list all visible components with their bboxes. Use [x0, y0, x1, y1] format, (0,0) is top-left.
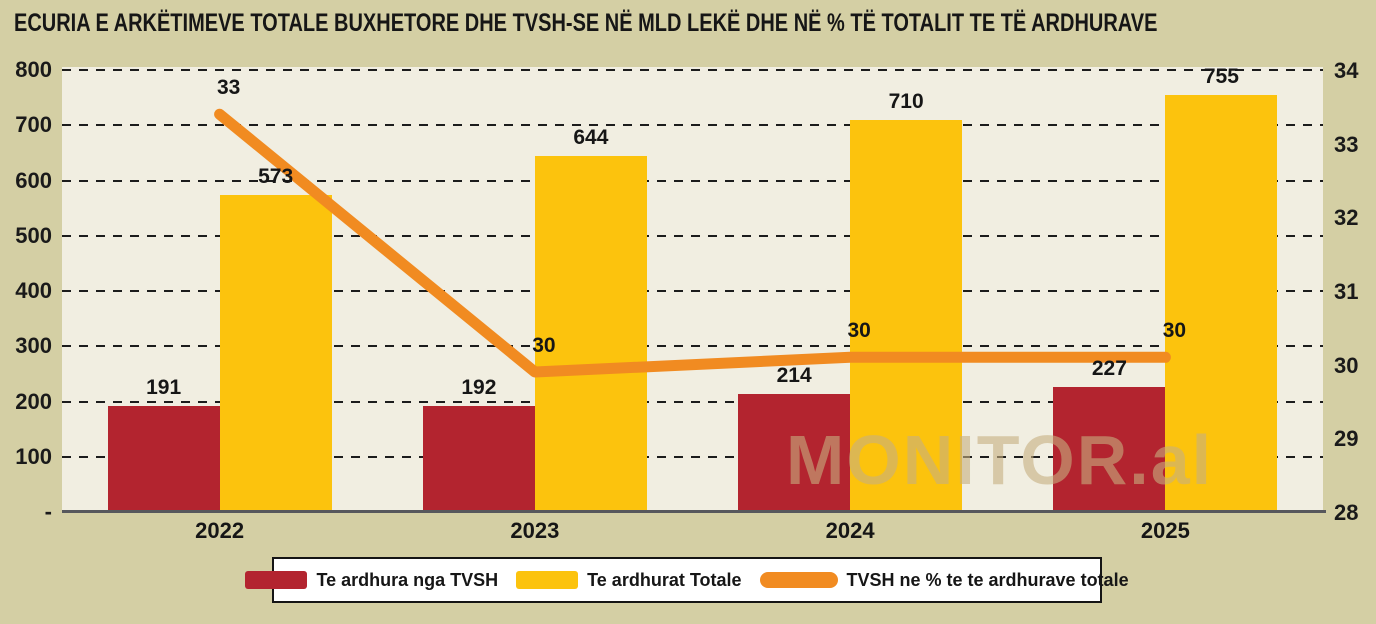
y-axis-right-tick: 33 — [1334, 131, 1359, 157]
bar-value-label: 191 — [146, 376, 182, 400]
legend-item: Te ardhura nga TVSH — [245, 570, 498, 591]
gridline — [62, 400, 1323, 403]
total-bar — [219, 195, 332, 512]
watermark: MONITOR.al — [786, 421, 1214, 499]
y-axis-left-tick: 700 — [15, 112, 52, 138]
bar-value-label: 755 — [1203, 64, 1239, 88]
gridline — [62, 69, 1323, 71]
legend-label: TVSH ne % te te ardhurave totale — [846, 569, 1129, 590]
y-axis-left-tick: 500 — [15, 222, 52, 248]
bar-value-label: 214 — [776, 363, 812, 387]
legend-label: Te ardhurat Totale — [587, 569, 742, 590]
bar-value-label: 192 — [461, 375, 497, 399]
y-axis-right-tick: 29 — [1334, 426, 1359, 452]
x-axis-year-label: 2022 — [195, 518, 245, 543]
chart-title: ECURIA E ARKËTIMEVE TOTALE BUXHETORE DHE… — [14, 9, 1158, 37]
y-axis-right-tick: 30 — [1334, 352, 1359, 378]
y-axis-right-tick: 31 — [1334, 279, 1359, 304]
tvsh-bar — [1053, 386, 1166, 512]
legend: Te ardhura nga TVSH Te ardhurat Totale TVS… — [245, 557, 1129, 603]
y-axis-left-tick: 400 — [15, 278, 52, 303]
y-axis-right-tick: 32 — [1334, 205, 1359, 231]
x-axis-year-label: 2025 — [1140, 518, 1190, 543]
y-axis-left-tick: 300 — [15, 333, 52, 359]
line-value-label: 30 — [532, 334, 556, 358]
legend-item: Te ardhurat Totale — [516, 569, 742, 591]
bar-value-label: 573 — [258, 165, 294, 189]
bar-value-label: 710 — [888, 89, 924, 113]
line-value-label: 30 — [1162, 319, 1187, 343]
y-axis-right-tick: 28 — [1334, 500, 1359, 525]
y-axis-left-tick: - — [44, 499, 52, 524]
y-axis-right-tick: 34 — [1334, 58, 1359, 83]
tvsh-bar — [107, 406, 220, 512]
y-axis-left-tick: 800 — [15, 57, 52, 82]
legend-swatch-bar — [245, 571, 308, 589]
line-value-label: 30 — [847, 319, 871, 343]
tvsh-bar — [422, 405, 535, 512]
y-axis-left-tick: 200 — [15, 388, 52, 414]
gridline — [62, 124, 1323, 127]
gridline — [62, 455, 1323, 458]
tvsh-bar — [738, 393, 851, 512]
legend-swatch-line — [759, 572, 838, 588]
bar-value-label: 227 — [1091, 356, 1127, 380]
legend-label: Te ardhura nga TVSH — [316, 569, 499, 590]
y-axis-left-tick: 100 — [15, 443, 52, 469]
total-bar — [1165, 94, 1278, 512]
legend-item: TVSH ne % te te ardhurave totale — [759, 569, 1129, 591]
x-axis-year-label: 2023 — [510, 518, 560, 543]
x-axis-line — [62, 510, 1326, 513]
y-axis-left-tick: 600 — [15, 167, 52, 193]
line-value-label: 33 — [216, 76, 241, 100]
legend-swatch-bar — [516, 571, 579, 589]
bar-value-label: 644 — [573, 126, 609, 150]
x-axis-year-label: 2024 — [825, 518, 875, 543]
